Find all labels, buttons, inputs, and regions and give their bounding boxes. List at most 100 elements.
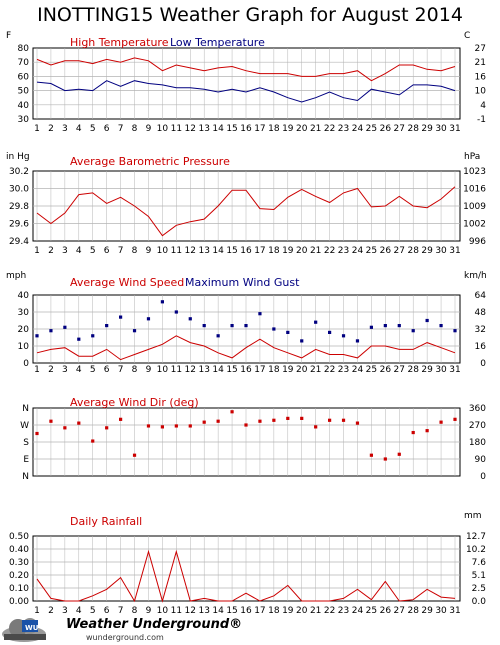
- x-tick: 27: [394, 365, 405, 375]
- x-tick: 13: [198, 124, 209, 134]
- x-tick: 10: [157, 365, 169, 375]
- x-tick: 30: [435, 606, 447, 616]
- x-tick: 26: [380, 606, 392, 616]
- legend-1-1: High Temperature: [70, 36, 169, 49]
- point: [230, 410, 234, 414]
- y-tick-left: 30.2: [9, 167, 29, 177]
- point: [425, 318, 429, 323]
- x-tick: 9: [146, 246, 152, 256]
- y-tick-left: 30: [18, 308, 30, 318]
- y-tick-left: 60: [18, 72, 30, 82]
- x-tick: 7: [118, 606, 124, 616]
- weather-underground-url[interactable]: wunderground.com: [86, 633, 164, 642]
- legend-3-2: Maximum Wind Gust: [185, 276, 300, 289]
- point: [244, 423, 248, 427]
- x-tick: 11: [171, 365, 182, 375]
- weather-underground-name[interactable]: Weather Underground®: [66, 617, 243, 632]
- y-tick-right: 64: [475, 291, 487, 301]
- point: [216, 419, 220, 423]
- legend-3-1: Average Wind Speed: [70, 276, 184, 289]
- x-tick: 20: [296, 246, 308, 256]
- x-tick: 19: [282, 246, 294, 256]
- x-tick: 13: [198, 606, 209, 616]
- point: [369, 453, 373, 457]
- x-tick: 23: [338, 606, 349, 616]
- series-line: [36, 335, 456, 361]
- x-tick: 19: [282, 606, 294, 616]
- unit-left: F: [6, 31, 11, 41]
- x-tick: 5: [90, 246, 96, 256]
- point: [328, 330, 332, 334]
- x-tick: 8: [132, 606, 138, 616]
- point: [300, 416, 304, 420]
- point: [341, 334, 346, 338]
- point: [202, 324, 206, 328]
- y-tick-right: 0: [480, 359, 486, 369]
- x-tick: 14: [212, 606, 224, 616]
- x-tick: 25: [366, 365, 377, 375]
- x-tick: 30: [435, 124, 447, 134]
- point: [355, 339, 360, 343]
- y-tick-left: N: [22, 404, 29, 414]
- x-tick: 22: [324, 365, 335, 375]
- unit-right: hPa: [464, 152, 480, 162]
- x-tick: 16: [240, 124, 252, 134]
- x-tick: 20: [296, 606, 308, 616]
- x-tick: 8: [132, 365, 138, 375]
- point: [397, 452, 401, 456]
- x-tick: 23: [338, 365, 349, 375]
- y-tick-left: 0.40: [9, 545, 29, 555]
- x-tick: 16: [240, 365, 252, 375]
- point: [188, 424, 192, 428]
- y-tick-right: 0: [480, 472, 486, 482]
- y-tick-right: 21: [475, 58, 486, 68]
- x-tick: 29: [421, 365, 433, 375]
- x-tick: 14: [212, 365, 224, 375]
- x-tick: 1: [34, 246, 40, 256]
- point: [411, 430, 415, 435]
- x-tick: 31: [449, 606, 460, 616]
- point: [202, 420, 206, 424]
- x-tick: 10: [157, 124, 169, 134]
- y-tick-left: 40: [18, 101, 30, 111]
- x-tick: 1: [34, 365, 40, 375]
- y-tick-left: 30.0: [9, 185, 29, 195]
- point: [49, 419, 53, 423]
- point: [63, 426, 67, 430]
- y-tick-right: 270: [469, 421, 486, 431]
- point: [439, 420, 443, 424]
- x-tick: 12: [185, 124, 196, 134]
- x-tick: 11: [171, 124, 182, 134]
- series-line: [36, 80, 456, 103]
- x-tick: 5: [90, 124, 96, 134]
- x-tick: 8: [132, 246, 138, 256]
- y-tick-left: 29.4: [9, 237, 29, 247]
- point: [397, 324, 401, 328]
- x-tick: 4: [76, 124, 82, 134]
- point: [383, 324, 387, 328]
- x-tick: 13: [198, 246, 209, 256]
- x-tick: 6: [104, 124, 110, 134]
- point: [91, 334, 95, 338]
- x-tick: 3: [62, 606, 68, 616]
- x-tick: 2: [48, 246, 54, 256]
- x-tick: 2: [48, 365, 54, 375]
- point: [230, 324, 234, 328]
- x-tick: 28: [407, 246, 419, 256]
- series-line: [36, 57, 456, 82]
- point: [63, 325, 67, 329]
- point: [160, 300, 164, 304]
- x-tick: 21: [310, 246, 321, 256]
- point: [174, 424, 178, 428]
- unit-right: mm: [464, 511, 482, 521]
- x-tick: 19: [282, 365, 294, 375]
- point: [300, 339, 304, 343]
- point: [328, 418, 332, 422]
- x-tick: 29: [421, 246, 433, 256]
- svg-text:WU: WU: [25, 624, 39, 632]
- y-tick-left: E: [23, 455, 29, 465]
- x-tick: 12: [185, 365, 196, 375]
- y-tick-right: 12.7: [466, 532, 486, 542]
- x-tick: 7: [118, 246, 124, 256]
